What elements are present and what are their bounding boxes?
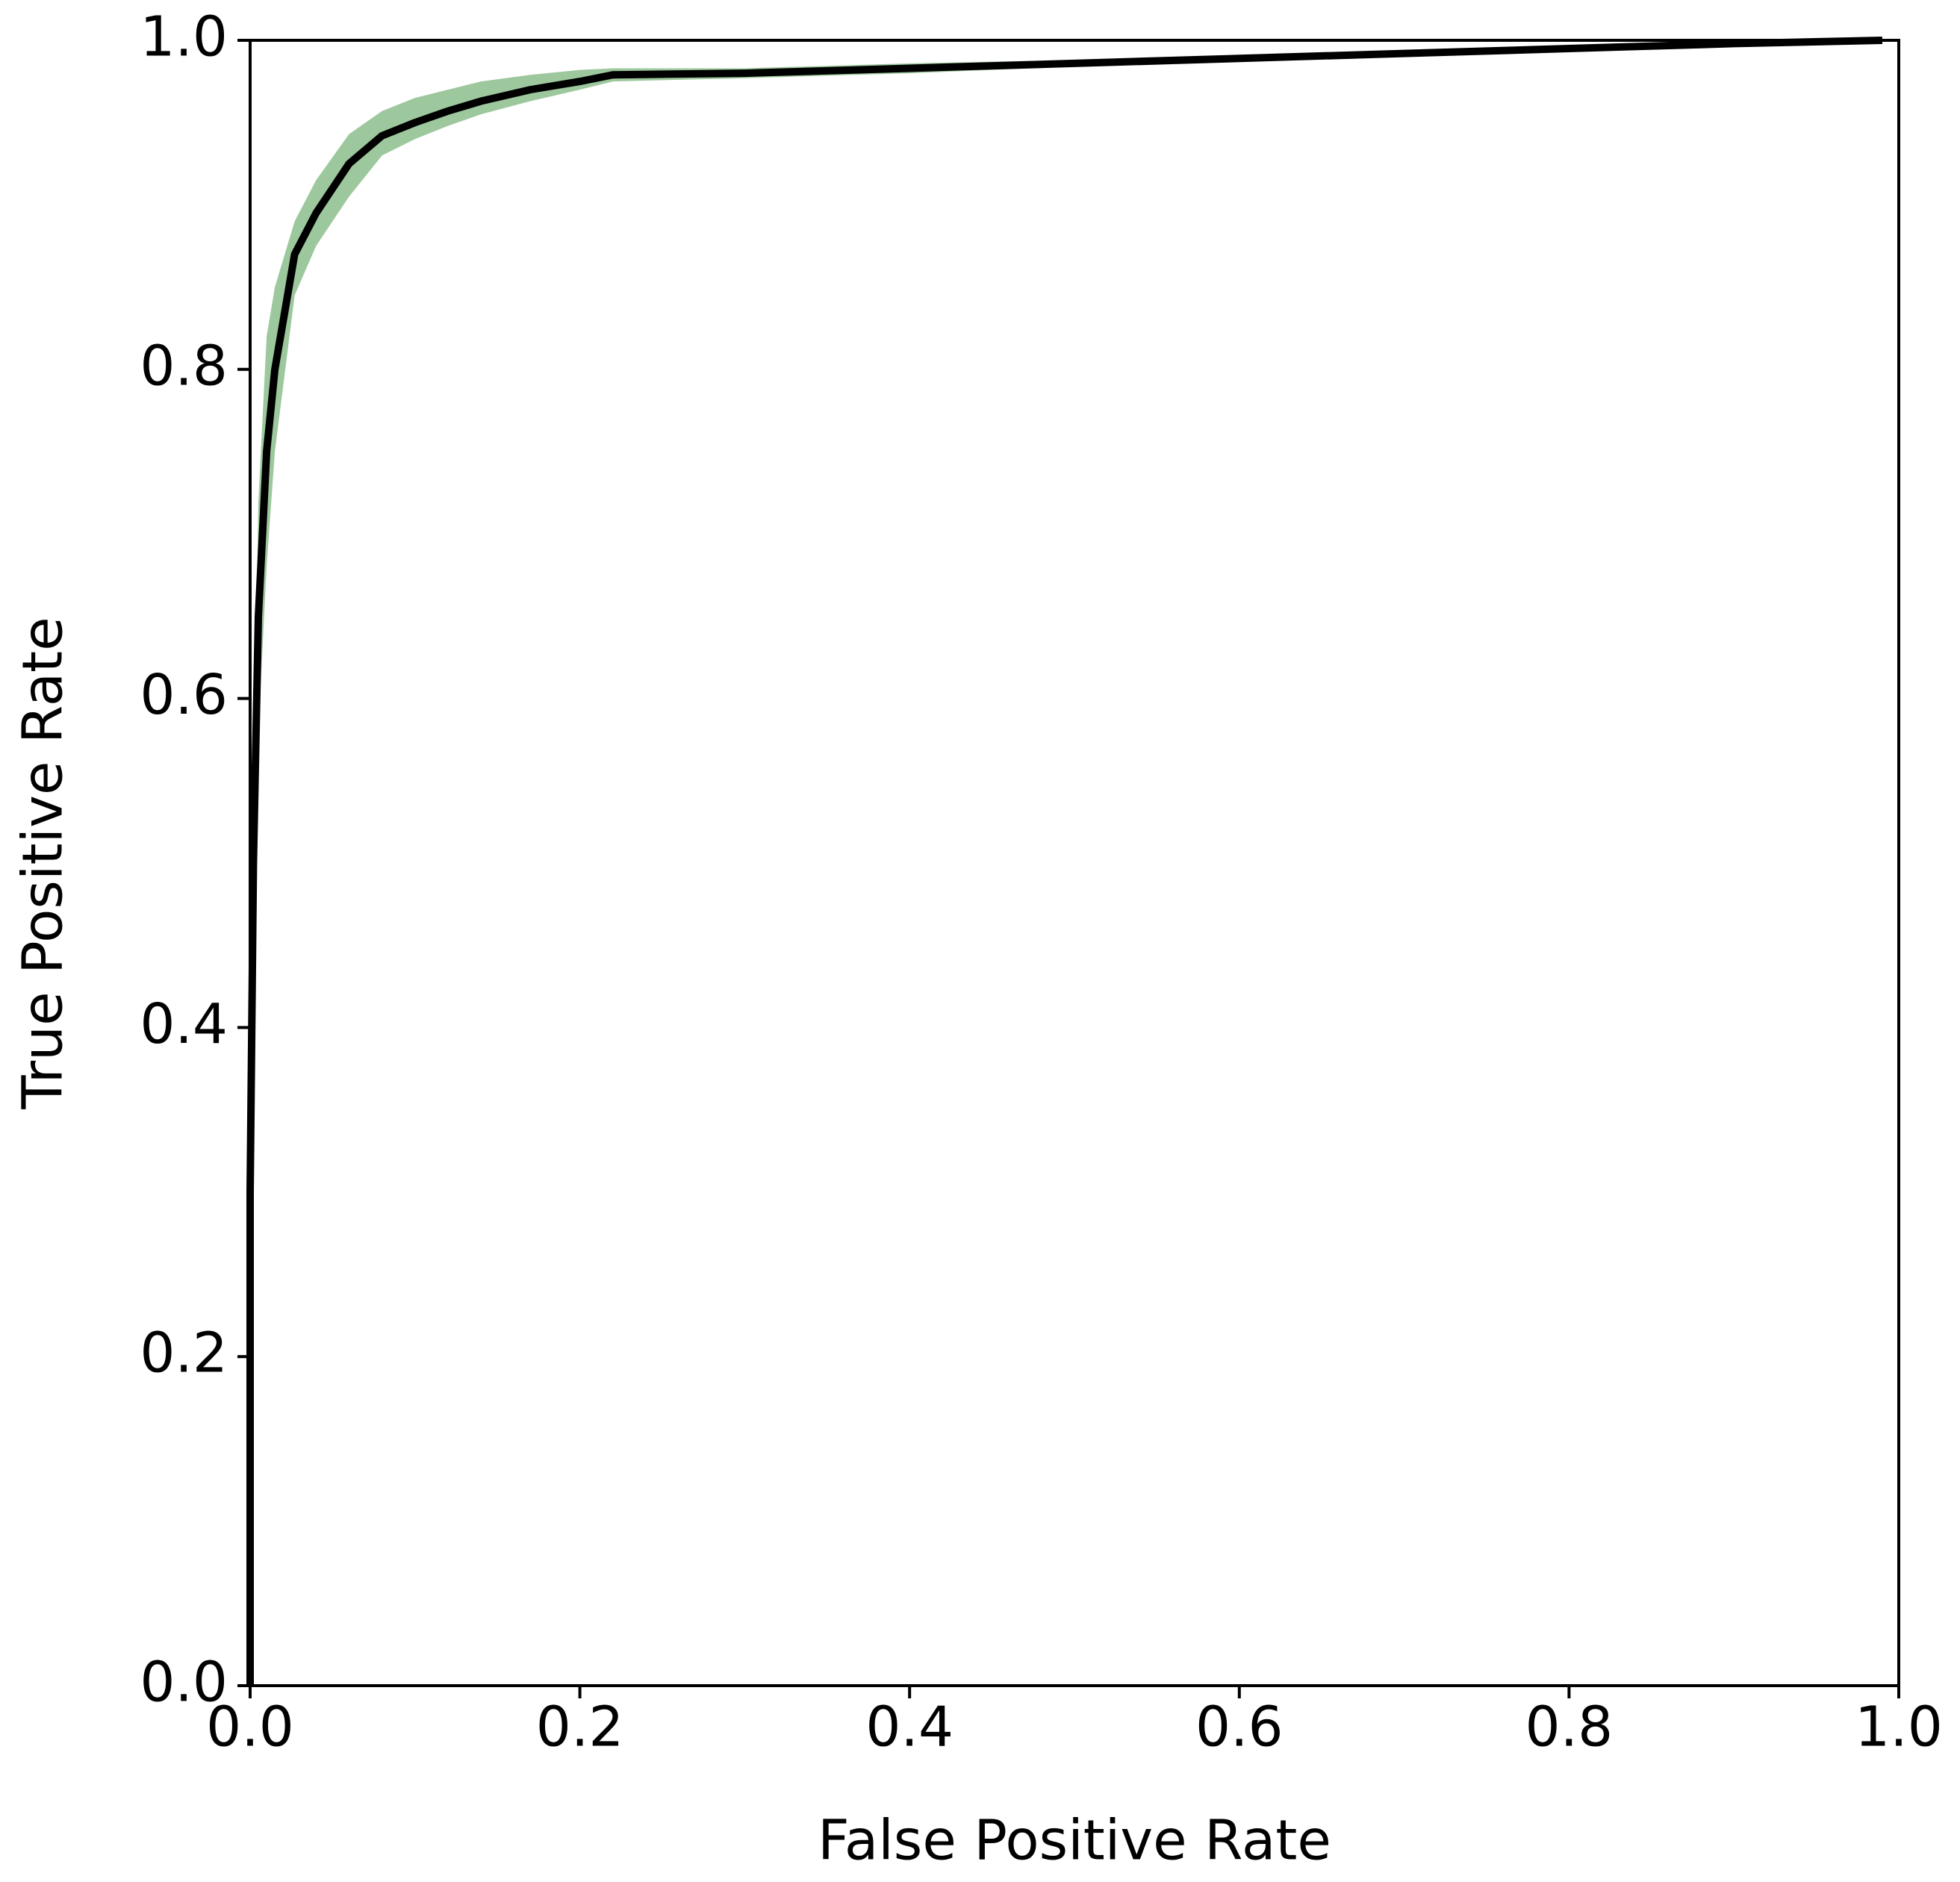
y-tick-label: 1.0: [140, 5, 228, 69]
x-tick-label: 0.4: [865, 1695, 953, 1760]
y-axis-label: True Positive Rate: [11, 617, 75, 1109]
x-tick-label: 0.2: [536, 1695, 624, 1760]
y-tick-label: 0.0: [140, 1651, 228, 1715]
y-tick-label: 0.8: [140, 334, 228, 398]
x-tick-label: 0.8: [1525, 1695, 1614, 1760]
x-tick-label: 1.0: [1855, 1695, 1943, 1760]
roc-line: [246, 37, 1883, 1686]
y-tick-label: 0.2: [140, 1321, 228, 1386]
plot-frame: [249, 39, 1900, 1687]
confidence-band: [250, 40, 1882, 1686]
x-tick-label: 0.0: [206, 1695, 294, 1760]
y-tick-label: 0.6: [140, 663, 228, 727]
x-tick-label: 0.6: [1195, 1695, 1284, 1760]
x-axis-label: False Positive Rate: [818, 1809, 1331, 1873]
y-tick-label: 0.4: [140, 992, 228, 1056]
